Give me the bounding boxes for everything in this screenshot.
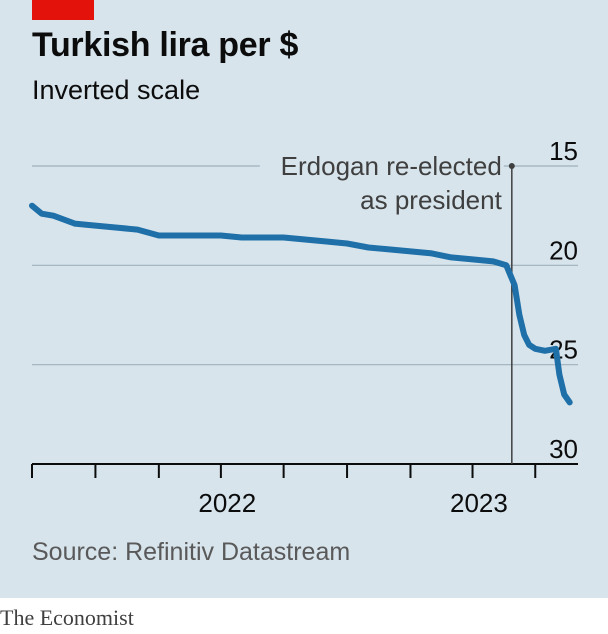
x-axis: 2022 2023 <box>31 464 537 518</box>
chart-title: Turkish lira per $ <box>32 26 299 64</box>
annotation-group: Erdogan re-elected as president <box>259 151 515 464</box>
source-note: Source: Refinitiv Datastream <box>32 538 351 566</box>
annotation-text-line-1: Erdogan re-elected <box>281 151 502 181</box>
brand-red-bar <box>32 0 94 20</box>
y-tick-label-15: 15 <box>549 136 578 166</box>
x-tick-label-2023: 2023 <box>450 488 508 518</box>
chart-subtitle: Inverted scale <box>32 75 201 105</box>
y-tick-label-30: 30 <box>549 434 578 464</box>
annotation-dot <box>508 163 515 169</box>
x-tick-label-2022: 2022 <box>198 488 256 518</box>
chart-panel <box>0 0 608 598</box>
annotation-label-background <box>259 152 504 180</box>
annotation-text-line-2: as president <box>360 185 502 215</box>
publisher-logo-text: The Economist <box>0 605 134 630</box>
y-tick-label-20: 20 <box>549 235 578 265</box>
series-line-lira-per-dollar <box>29 202 573 406</box>
